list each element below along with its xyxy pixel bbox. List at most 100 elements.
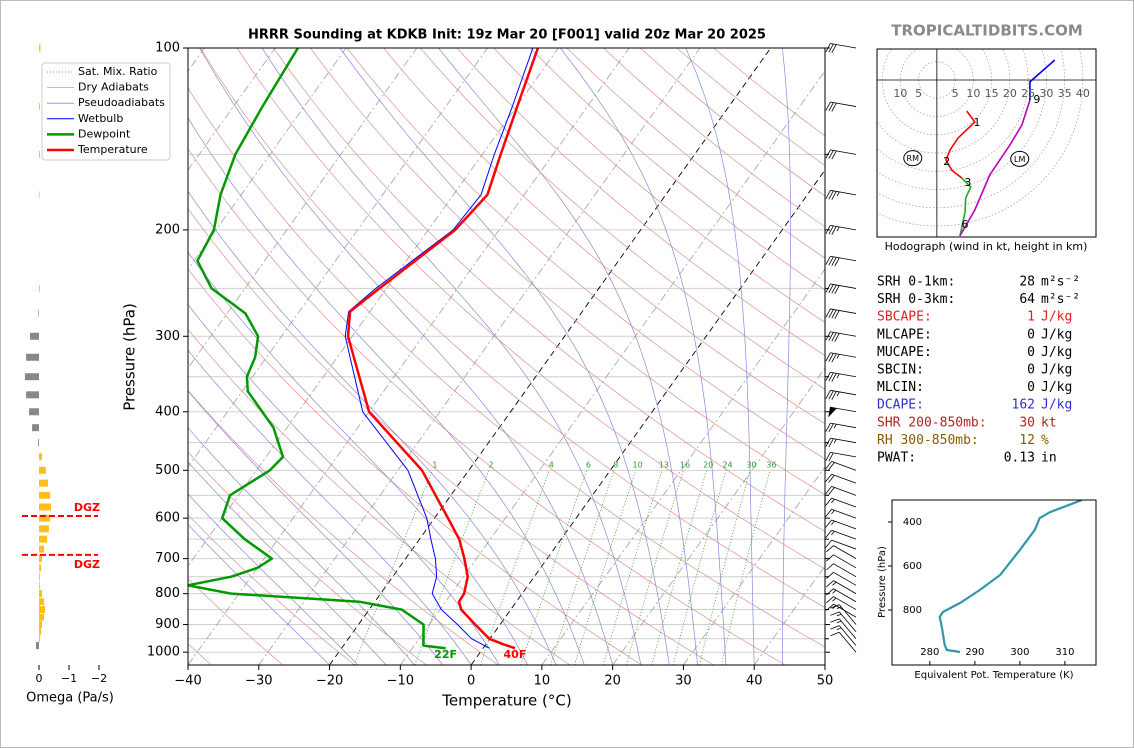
- wind-barb: [825, 389, 857, 400]
- omega-bar: [39, 564, 42, 572]
- index-value: 0: [1027, 380, 1035, 395]
- omega-bar: [39, 284, 40, 292]
- index-unit: J/kg: [1041, 398, 1072, 413]
- mixing-ratio-line: [353, 470, 434, 665]
- omega-bar: [39, 491, 51, 499]
- hodograph-trace: [1029, 59, 1056, 101]
- mixing-ratio-line: [602, 470, 663, 665]
- index-value: 12: [1019, 433, 1035, 448]
- index-label: SBCIN:: [877, 363, 924, 378]
- index-label: SRH 0-3km:: [877, 292, 955, 307]
- omega-bar: [39, 191, 40, 199]
- dry-adiabat: [188, 514, 355, 665]
- thetae-x-tick-label: 280: [920, 647, 939, 658]
- omega-bar: [39, 621, 42, 629]
- pseudoadiabat: [188, 493, 359, 665]
- omega-bar: [39, 573, 40, 581]
- pseudoadiabat: [261, 48, 642, 665]
- pseudoadiabat: [188, 117, 585, 665]
- mixing-ratio-label: 4: [549, 461, 554, 470]
- pseudoadiabat: [188, 427, 415, 665]
- ring-label: 30: [1039, 87, 1053, 100]
- isotherm: [329, 48, 772, 665]
- wind-barb: [825, 189, 857, 200]
- thetae-frame: [891, 499, 1097, 666]
- mixing-ratio-label: 6: [586, 461, 591, 470]
- x-axis-label: Temperature (°C): [441, 692, 571, 710]
- ring-label: 35: [1058, 87, 1072, 100]
- thetae-x-label: Equivalent Pot. Temperature (K): [914, 670, 1073, 681]
- index-value: 28: [1019, 275, 1035, 290]
- thetae-y-label: Pressure (hPa): [877, 546, 888, 618]
- omega-x-tick-label: −2: [91, 672, 107, 685]
- y-tick-label: 1000: [147, 645, 180, 660]
- legend-label: Dewpoint: [78, 127, 131, 140]
- wind-barb: [825, 224, 857, 235]
- omega-bar: [39, 503, 51, 511]
- wind-barb: [826, 554, 857, 569]
- dry-adiabat: [200, 48, 825, 608]
- omega-bar: [29, 408, 39, 416]
- mixing-ratio-label: 1: [432, 461, 437, 470]
- wind-barb: [826, 571, 857, 586]
- ring-label: 40: [1076, 87, 1090, 100]
- storm-motion-label: LM: [1014, 155, 1025, 164]
- x-tick-label: 50: [817, 674, 834, 689]
- omega-bar: [39, 581, 40, 589]
- mixing-ratio-label: 30: [746, 461, 756, 470]
- thetae-y-tick-label: 600: [903, 561, 922, 572]
- omega-bar: [24, 373, 39, 381]
- mixing-ratio-label: 8: [613, 461, 618, 470]
- wind-barb: [826, 563, 857, 578]
- mixing-ratio-label: 36: [766, 461, 776, 470]
- wind-barb: [825, 255, 857, 267]
- mixing-ratio-line: [699, 470, 751, 665]
- wind-barb: [825, 473, 857, 484]
- x-tick-label: −20: [316, 674, 343, 689]
- wind-barb: [825, 461, 857, 471]
- wind-barb: [830, 618, 857, 639]
- omega-bar: [39, 514, 51, 522]
- ring-label: 5: [915, 87, 922, 100]
- index-label: DCAPE:: [877, 398, 924, 413]
- omega-bar: [30, 332, 39, 340]
- index-label: SHR 200-850mb:: [877, 415, 987, 430]
- wind-barb: [825, 308, 857, 320]
- omega-bar: [39, 525, 49, 533]
- surface-label: 40F: [504, 648, 527, 661]
- omega-bar: [39, 535, 48, 543]
- thetae-plot: [938, 500, 1083, 654]
- legend-label: Pseudoadiabats: [78, 96, 165, 109]
- y-tick-label: 600: [155, 511, 180, 526]
- dry-adiabat: [188, 578, 284, 665]
- wind-barb: [825, 422, 857, 433]
- wind-barb: [825, 529, 857, 540]
- thetae-line: [938, 500, 1083, 654]
- pseudoadiabat: [188, 390, 444, 665]
- thetae-x-tick-label: 290: [965, 647, 984, 658]
- isotherm: [188, 48, 630, 665]
- omega-x-tick-label: 0: [36, 672, 43, 685]
- isotherm: [258, 48, 701, 665]
- mixing-ratio-label: 24: [722, 461, 732, 470]
- legend-label: Temperature: [77, 143, 148, 156]
- index-unit: %: [1041, 433, 1049, 448]
- dry-adiabat: [188, 389, 499, 665]
- chart-title: HRRR Sounding at KDKB Init: 19z Mar 20 […: [248, 28, 766, 43]
- dry-adiabat: [188, 328, 571, 665]
- y-axis-label: Pressure (hPa): [121, 303, 139, 411]
- plot-frame: [187, 47, 826, 666]
- index-value: 0: [1027, 363, 1035, 378]
- isotherm: [188, 48, 418, 369]
- site-header: TROPICALTIDBITS.COM: [891, 22, 1083, 40]
- isotherm: [541, 268, 825, 665]
- thetae-x-tick-label: 310: [1055, 647, 1074, 658]
- ring-label: 10: [893, 87, 907, 100]
- omega-bar: [38, 309, 39, 317]
- dry-adiabat: [236, 48, 825, 570]
- thetae-x-tick-label: 300: [1010, 647, 1029, 658]
- omega-bar: [26, 391, 39, 399]
- dry-adiabat: [310, 48, 825, 496]
